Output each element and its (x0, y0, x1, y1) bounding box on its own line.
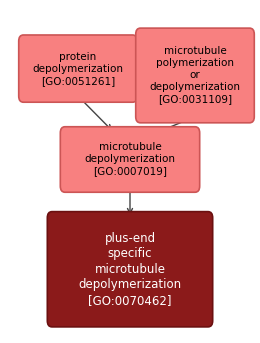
FancyBboxPatch shape (136, 28, 254, 123)
Text: plus-end
specific
microtubule
depolymerization
[GO:0070462]: plus-end specific microtubule depolymeri… (79, 232, 181, 307)
Text: microtubule
polymerization
or
depolymerization
[GO:0031109]: microtubule polymerization or depolymeri… (150, 46, 241, 105)
Text: microtubule
depolymerization
[GO:0007019]: microtubule depolymerization [GO:0007019… (84, 142, 176, 177)
Text: protein
depolymerization
[GO:0051261]: protein depolymerization [GO:0051261] (32, 51, 124, 86)
FancyBboxPatch shape (60, 127, 200, 192)
FancyBboxPatch shape (47, 212, 213, 327)
FancyBboxPatch shape (19, 35, 137, 102)
